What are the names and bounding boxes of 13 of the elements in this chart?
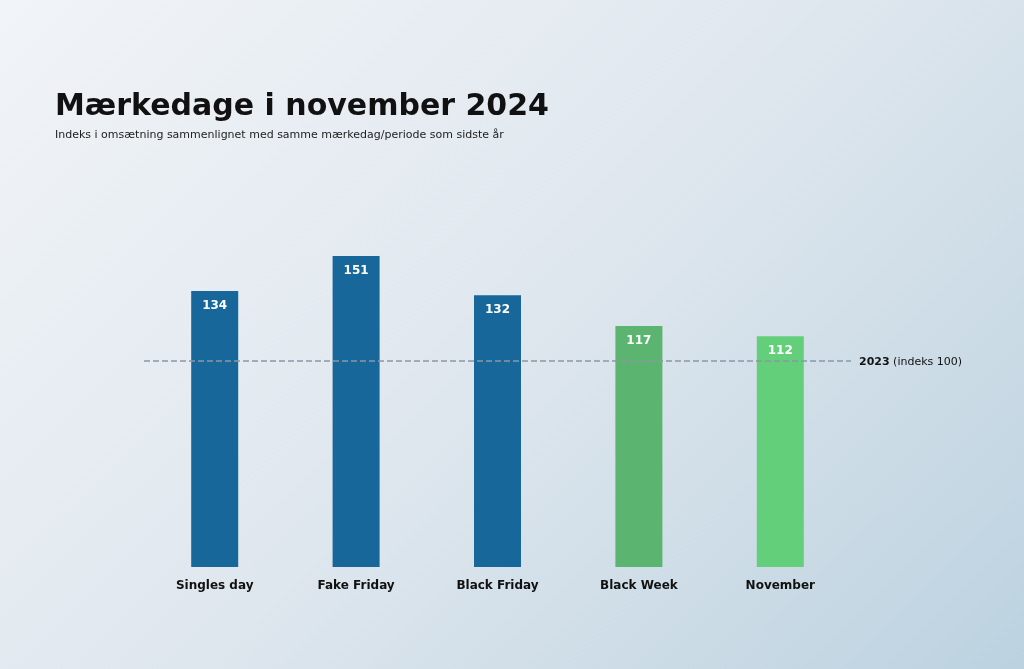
data-label: 112 xyxy=(767,343,793,358)
data-label: 151 xyxy=(343,263,369,277)
x-tick-label: November xyxy=(745,578,816,592)
data-label: 134 xyxy=(202,298,228,313)
ref-line-label: 2023 (indeks 100) xyxy=(859,354,963,368)
data-label: 132 xyxy=(484,302,511,317)
chart-title: Mærkedage i november 2024 xyxy=(55,86,549,122)
x-tick-label: Black Friday xyxy=(456,578,539,592)
x-tick-label: Black Week xyxy=(600,578,679,592)
data-label: 117 xyxy=(626,333,652,348)
x-tick-label: Singles day xyxy=(175,578,254,592)
x-tick-label: Fake Friday xyxy=(317,578,395,592)
chart-subtitle: Indeks i omsætning sammenlignet med samme mærkedag/periode som sidste år xyxy=(55,128,505,141)
